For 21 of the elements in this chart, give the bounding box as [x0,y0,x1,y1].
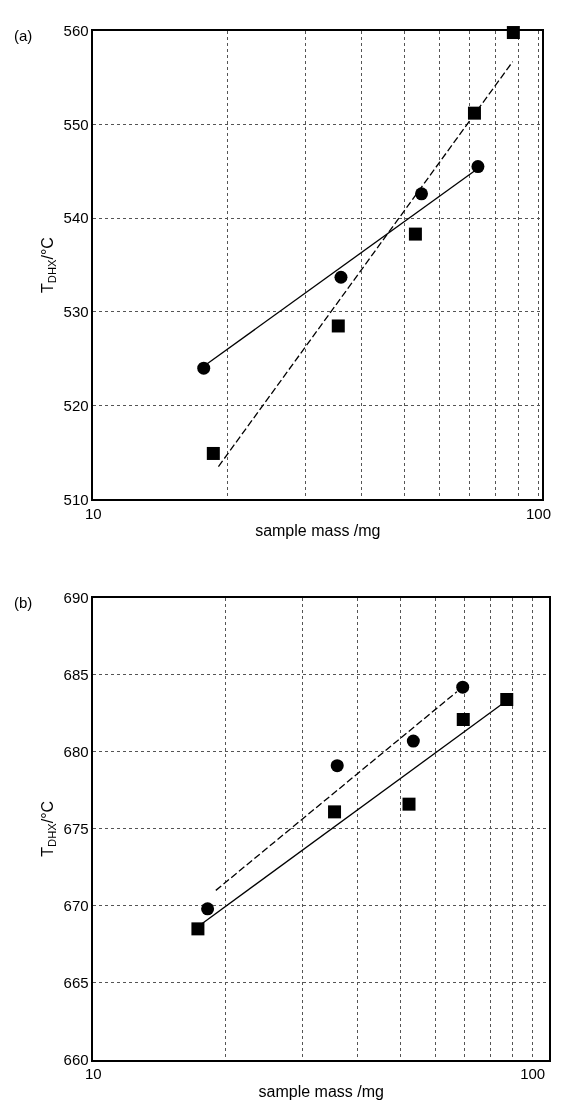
y-tick-label: 540 [63,209,89,227]
text: (a) [14,27,33,44]
x-axis-title: sample mass /mg [258,1082,384,1100]
y-tick-label: 680 [63,743,89,761]
x-tick-label: 10 [84,505,102,523]
y-tick-label: 665 [63,973,89,991]
y-tick-label: 660 [63,1050,89,1068]
y-tick-label: 520 [63,396,89,414]
y-tick-label: 675 [63,820,89,838]
x-axis-title: sample mass /mg [255,522,381,540]
x-tick-label: 10 [84,1065,102,1083]
y-tick-label: 560 [63,21,89,39]
text: (b) [14,594,33,611]
y-tick-label: 550 [63,115,89,133]
y-tick-label: 530 [63,303,89,321]
y-tick-label: 690 [63,589,89,607]
y-tick-label: 685 [63,666,89,684]
y-tick-label: 510 [63,490,89,508]
x-tick-label: 100 [525,505,552,523]
x-tick-label: 100 [520,1065,546,1083]
y-tick-label: 670 [63,897,89,915]
